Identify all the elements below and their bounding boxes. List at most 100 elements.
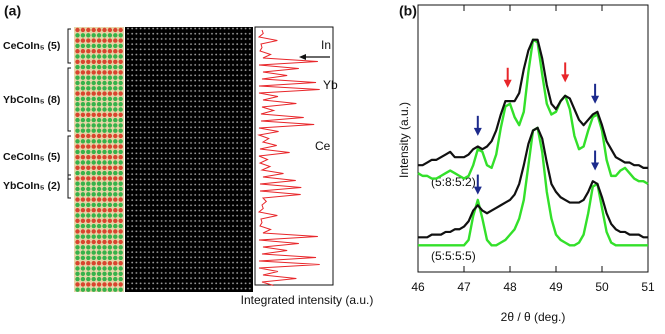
atom bbox=[107, 197, 113, 202]
atom bbox=[80, 102, 86, 107]
atom bbox=[86, 75, 91, 80]
atom bbox=[80, 64, 86, 70]
atom bbox=[118, 192, 123, 197]
atom bbox=[96, 128, 102, 133]
atom bbox=[75, 117, 80, 123]
atom bbox=[86, 102, 91, 107]
layer-label: CeCoIn₅ (5) bbox=[3, 151, 60, 163]
atom bbox=[86, 38, 91, 43]
atom bbox=[102, 59, 107, 64]
atom bbox=[91, 155, 96, 160]
atom bbox=[96, 133, 102, 139]
atom bbox=[96, 250, 102, 255]
profile-label: In bbox=[321, 38, 331, 52]
atom bbox=[113, 38, 118, 43]
atom bbox=[96, 107, 102, 112]
atom bbox=[102, 192, 107, 197]
atom bbox=[118, 213, 123, 218]
data-line bbox=[418, 126, 648, 239]
atom bbox=[80, 218, 86, 223]
atom bbox=[102, 112, 107, 118]
atom bbox=[75, 192, 80, 197]
atom bbox=[75, 239, 80, 245]
atom bbox=[118, 250, 123, 255]
atom bbox=[118, 208, 123, 213]
atom bbox=[75, 202, 80, 208]
atom bbox=[80, 229, 86, 234]
atom bbox=[113, 208, 118, 213]
atom bbox=[118, 160, 123, 165]
peak-arrow-head bbox=[561, 74, 570, 83]
atom bbox=[96, 38, 102, 43]
atom bbox=[107, 213, 113, 218]
atom bbox=[102, 229, 107, 234]
atom bbox=[96, 165, 102, 170]
atom bbox=[118, 144, 123, 149]
atom bbox=[107, 107, 113, 112]
atom bbox=[86, 197, 91, 202]
annotation: (5:5:5:5) bbox=[431, 249, 476, 263]
atom bbox=[86, 170, 91, 176]
atom bbox=[113, 91, 118, 96]
atom bbox=[91, 80, 96, 86]
atom bbox=[113, 144, 118, 149]
atom bbox=[80, 250, 86, 255]
atom bbox=[107, 117, 113, 123]
atom bbox=[75, 255, 80, 261]
atom bbox=[107, 160, 113, 165]
atom bbox=[86, 229, 91, 234]
atom bbox=[80, 287, 86, 292]
atom bbox=[75, 54, 80, 59]
atom bbox=[75, 149, 80, 155]
atom bbox=[118, 271, 123, 276]
atom bbox=[113, 49, 118, 54]
atom bbox=[118, 266, 123, 271]
atom bbox=[75, 287, 80, 292]
atom bbox=[113, 123, 118, 128]
atom bbox=[86, 70, 91, 75]
x-tick-label: 49 bbox=[549, 280, 563, 294]
atom bbox=[113, 170, 118, 176]
atom bbox=[102, 261, 107, 266]
atom bbox=[86, 49, 91, 54]
atom bbox=[91, 255, 96, 261]
atom bbox=[91, 43, 96, 49]
atom bbox=[113, 261, 118, 266]
atom bbox=[75, 128, 80, 133]
atom bbox=[96, 64, 102, 70]
atom bbox=[113, 282, 118, 287]
layer-label: YbCoIn₅ (2) bbox=[3, 180, 60, 192]
atom bbox=[80, 54, 86, 59]
atom bbox=[113, 234, 118, 239]
atom bbox=[102, 282, 107, 287]
atom bbox=[80, 239, 86, 245]
atom bbox=[80, 86, 86, 91]
atom bbox=[75, 276, 80, 282]
atom bbox=[96, 75, 102, 80]
atom bbox=[113, 107, 118, 112]
atom bbox=[107, 208, 113, 213]
atom bbox=[86, 202, 91, 208]
atom bbox=[102, 287, 107, 292]
atom bbox=[102, 181, 107, 186]
atom bbox=[91, 282, 96, 287]
atom bbox=[107, 192, 113, 197]
atom bbox=[91, 70, 96, 75]
atom bbox=[113, 80, 118, 86]
atom bbox=[113, 59, 118, 64]
atom bbox=[80, 282, 86, 287]
atom bbox=[107, 96, 113, 102]
atom bbox=[86, 234, 91, 239]
atom bbox=[75, 245, 80, 250]
atom bbox=[96, 266, 102, 271]
atom bbox=[102, 139, 107, 144]
atom bbox=[80, 223, 86, 229]
atom bbox=[113, 250, 118, 255]
atom bbox=[107, 80, 113, 86]
atom bbox=[96, 271, 102, 276]
atom bbox=[80, 107, 86, 112]
atom bbox=[91, 250, 96, 255]
atom bbox=[113, 133, 118, 139]
atom bbox=[86, 139, 91, 144]
